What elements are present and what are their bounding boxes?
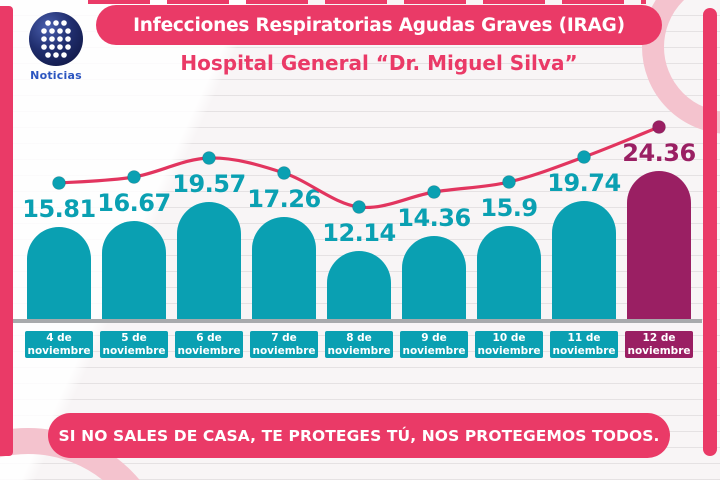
bar-8-de-noviembre <box>327 251 391 319</box>
x-axis-label-6-de-noviembre: 6 de noviembre <box>175 331 243 358</box>
footer-banner-text: SI NO SALES DE CASA, TE PROTEGES TÚ, NOS… <box>58 426 660 445</box>
trend-dot-8 <box>577 150 591 164</box>
x-axis-label-10-de-noviembre: 10 de noviembre <box>475 331 543 358</box>
left-border-stripe <box>0 6 13 456</box>
trend-dot-4 <box>277 166 291 180</box>
chart-title: Infecciones Respiratorias Agudas Graves … <box>133 14 625 36</box>
bar-9-de-noviembre <box>402 236 466 319</box>
trend-dot-2 <box>127 170 141 184</box>
x-axis-label-12-de-noviembre: 12 de noviembre <box>625 331 693 358</box>
x-axis-label-11-de-noviembre: 11 de noviembre <box>550 331 618 358</box>
bar-11-de-noviembre <box>552 201 616 319</box>
chart-baseline <box>12 319 702 323</box>
noticias-logo-globe-icon <box>28 12 84 71</box>
x-axis-label-7-de-noviembre: 7 de noviembre <box>250 331 318 358</box>
value-label-7-de-noviembre: 17.26 <box>247 185 321 213</box>
bar-10-de-noviembre <box>477 226 541 319</box>
footer-banner: SI NO SALES DE CASA, TE PROTEGES TÚ, NOS… <box>48 413 670 458</box>
bar-7-de-noviembre <box>252 217 316 319</box>
x-axis-label-9-de-noviembre: 9 de noviembre <box>400 331 468 358</box>
trend-dot-9 <box>652 120 666 134</box>
chart-title-pill: Infecciones Respiratorias Agudas Graves … <box>96 5 662 45</box>
trend-dot-3 <box>202 151 216 165</box>
bar-4-de-noviembre <box>27 227 91 319</box>
bar-5-de-noviembre <box>102 221 166 319</box>
value-label-11-de-noviembre: 19.74 <box>547 169 621 197</box>
noticias-wordmark: Noticias <box>30 69 82 82</box>
value-label-12-de-noviembre: 24.36 <box>622 139 696 167</box>
x-axis-label-8-de-noviembre: 8 de noviembre <box>325 331 393 358</box>
value-label-9-de-noviembre: 14.36 <box>397 204 471 232</box>
chart-subtitle: Hospital General “Dr. Miguel Silva” <box>180 51 578 75</box>
x-axis-label-4-de-noviembre: 4 de noviembre <box>25 331 93 358</box>
right-border-stripe <box>703 8 717 456</box>
trend-dot-6 <box>427 185 441 199</box>
value-label-10-de-noviembre: 15.9 <box>480 194 538 222</box>
bar-6-de-noviembre <box>177 202 241 319</box>
top-edge-artifact <box>88 0 646 4</box>
x-axis-label-5-de-noviembre: 5 de noviembre <box>100 331 168 358</box>
bar-12-de-noviembre <box>627 171 691 319</box>
trend-dot-7 <box>502 175 516 189</box>
trend-dot-5 <box>352 200 366 214</box>
value-label-8-de-noviembre: 12.14 <box>322 219 396 247</box>
noticias-logo: Noticias <box>26 11 86 82</box>
trend-dot-1 <box>52 176 66 190</box>
